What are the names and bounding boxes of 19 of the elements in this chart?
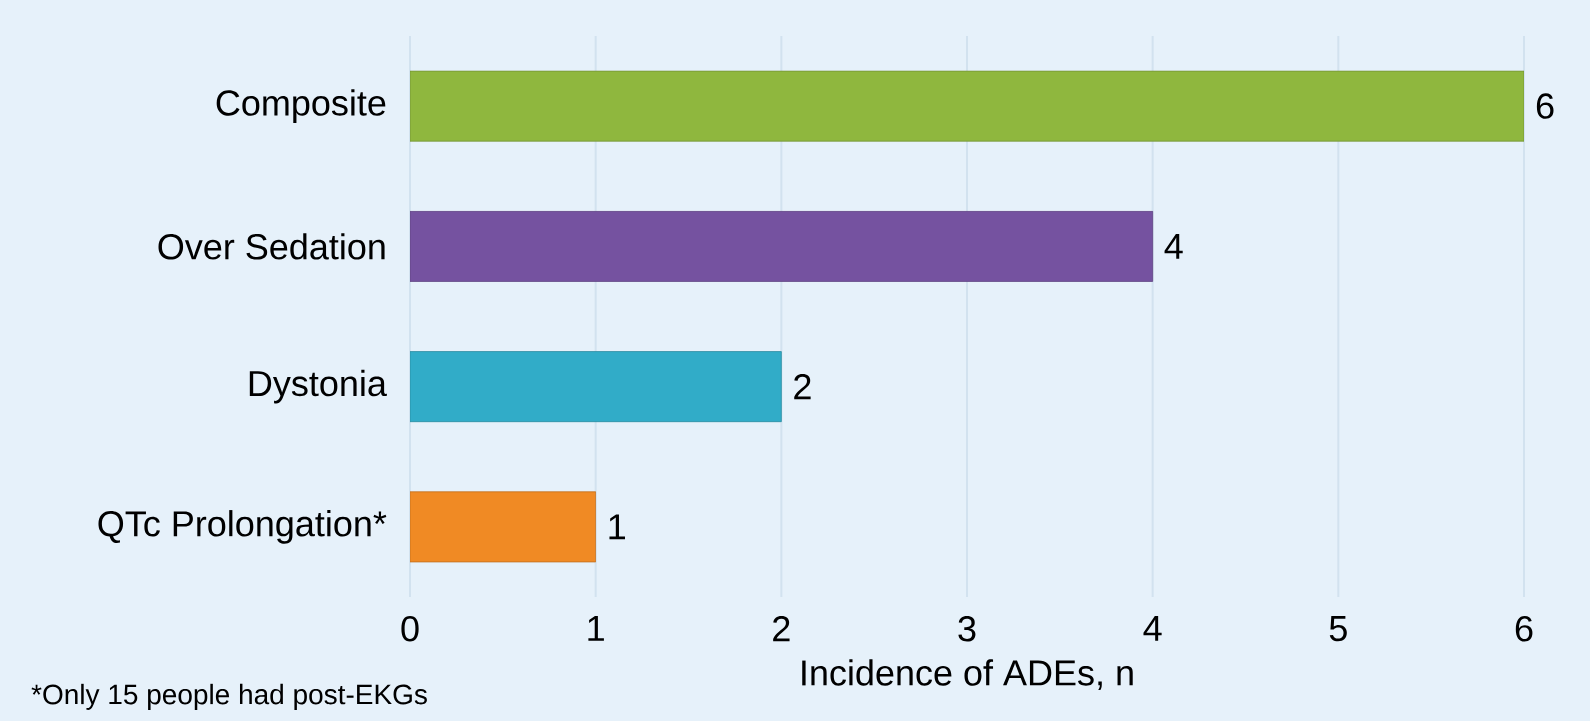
bar xyxy=(410,210,1154,282)
x-tick-label: 1 xyxy=(588,616,604,641)
data-label: 4 xyxy=(1164,233,1183,259)
x-tick-label: 0 xyxy=(401,616,419,642)
x-tick-label: 2 xyxy=(773,616,790,642)
y-tick-label: Dystonia xyxy=(249,369,387,404)
x-axis-title: Incidence of ADEs, n xyxy=(802,659,1133,690)
data-label: 2 xyxy=(794,374,811,400)
data-label: 6 xyxy=(1536,93,1554,119)
y-tick-label: QTc Prolongation* xyxy=(98,510,387,544)
x-tick-label: 6 xyxy=(1515,616,1533,642)
bar xyxy=(410,70,1524,142)
x-tick-label: 4 xyxy=(1143,616,1162,641)
y-tick-label: Over Sedation xyxy=(158,233,385,260)
x-tick-label: 3 xyxy=(958,616,976,642)
x-tick-label: 5 xyxy=(1329,616,1347,642)
data-label: 1 xyxy=(609,514,625,540)
y-tick-label: Composite xyxy=(216,89,386,123)
text: *Only 15 people had post-EKGs xyxy=(31,683,427,710)
